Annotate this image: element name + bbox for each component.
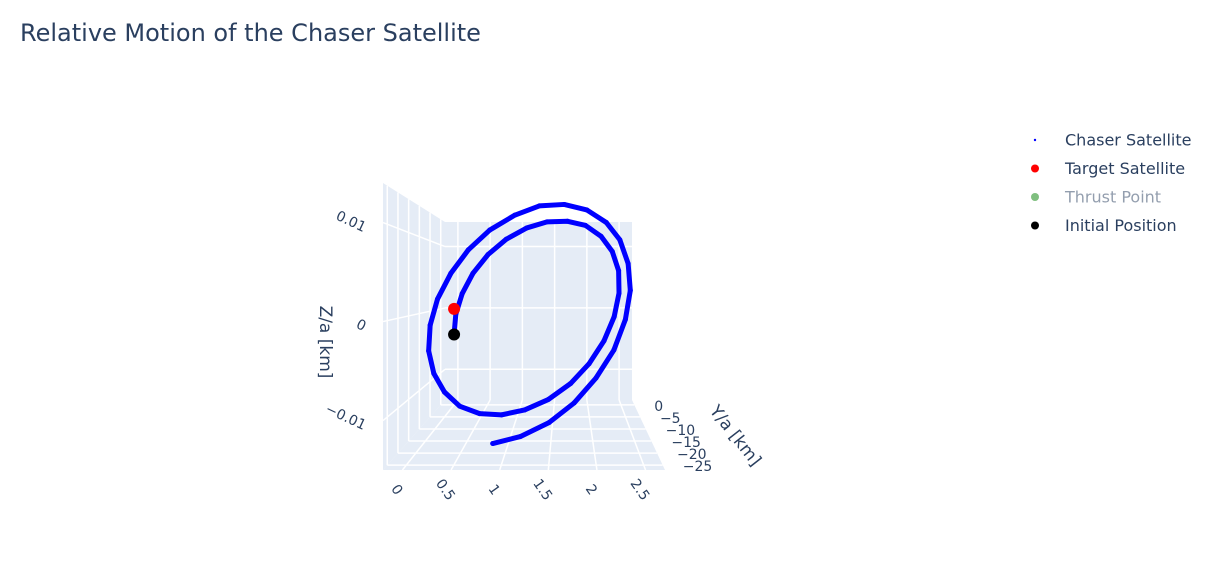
trajectory-point	[487, 227, 493, 233]
trajectory-point	[616, 290, 622, 296]
z-axis-title: Z/a [km]	[315, 306, 335, 379]
legend: Chaser Satellite Target Satellite Thrust P…	[1031, 131, 1192, 235]
grid-line	[586, 399, 598, 471]
trajectory-point	[609, 249, 615, 255]
trajectory-point	[593, 375, 599, 381]
trajectory-point	[536, 203, 542, 209]
trajectory-point	[584, 207, 590, 213]
trajectory-point	[465, 247, 471, 253]
satellite-marker	[448, 328, 461, 341]
z-tick-label: −0.01	[323, 401, 369, 434]
trajectory-point	[622, 317, 628, 323]
trajectory-point	[426, 348, 432, 354]
trajectory-point	[431, 371, 437, 377]
back-wall	[445, 222, 632, 400]
trajectory-point	[477, 411, 483, 417]
trajectory-point	[490, 441, 496, 447]
trajectory-point	[441, 389, 447, 395]
x-tick-label: 1.5	[529, 476, 555, 503]
legend-marker	[1031, 193, 1039, 201]
trajectory-point	[571, 400, 577, 406]
trajectory-point	[617, 237, 623, 243]
x-tick-label: 0	[387, 482, 405, 498]
x-axis-title: X/a [km]	[474, 517, 547, 537]
trajectory-point	[598, 233, 604, 239]
trajectory-point	[583, 222, 589, 228]
legend-marker	[1031, 221, 1039, 230]
scene: 0 0.5 1 1.5 2 2.50−5−10−15−20−25−0.0100.01Z/a…	[315, 183, 765, 537]
y-tick-label: −5	[660, 411, 681, 427]
y-tick-label: −10	[666, 423, 696, 439]
trajectory-point	[459, 291, 465, 297]
trajectory-point	[485, 252, 491, 258]
grid-line	[618, 399, 647, 471]
trajectory-point	[616, 268, 622, 274]
trajectory-point	[524, 225, 530, 231]
trajectory-point	[625, 261, 631, 267]
grid-line	[382, 221, 446, 248]
y-tick-label: −25	[683, 459, 713, 475]
chart-title: Relative Motion of the Chaser Satellite	[20, 19, 481, 47]
trajectory-point	[470, 270, 476, 276]
trajectory-point	[546, 419, 552, 425]
trajectory-line	[426, 201, 633, 447]
trajectory-point	[603, 219, 609, 225]
trajectory-point	[544, 219, 550, 225]
trajectory-point	[611, 314, 617, 320]
trajectory-point	[611, 347, 617, 353]
legend-marker	[1033, 138, 1037, 142]
trajectory-point	[517, 434, 523, 440]
trajectory-point	[627, 287, 633, 293]
trajectory-point	[503, 236, 509, 242]
trajectory-point	[457, 403, 463, 409]
trajectory-point	[561, 201, 567, 207]
y-tick-label: 0	[654, 399, 663, 415]
legend-marker	[1031, 164, 1039, 173]
trajectory-point	[448, 270, 454, 276]
y-tick-label: −15	[671, 435, 701, 451]
trajectory-point	[512, 212, 518, 218]
grid-line	[547, 399, 556, 471]
z-tick-label: 0	[354, 317, 369, 335]
x-tick-label: 0.5	[432, 476, 458, 503]
trajectory-point	[586, 361, 592, 367]
trajectory-point	[545, 397, 551, 403]
z-tick-label: 0.01	[333, 208, 368, 236]
grid-line	[401, 399, 459, 471]
legend-label: Chaser Satellite	[1065, 131, 1192, 150]
x-tick-label: 1	[485, 482, 503, 498]
satellite-marker	[448, 302, 461, 315]
trajectory-point	[568, 380, 574, 386]
trajectory-point	[601, 338, 607, 344]
y-axis-title: Y/a [km]	[704, 401, 764, 471]
y-tick-label: −20	[677, 447, 707, 463]
trajectory-point	[427, 322, 433, 328]
legend-label: Initial Position	[1065, 216, 1177, 235]
trajectory-point	[435, 296, 441, 302]
legend-label: Target Satellite	[1064, 159, 1185, 178]
x-tick-label: 2.5	[627, 476, 653, 503]
trajectory-point	[522, 407, 528, 413]
trajectory-point	[565, 218, 571, 224]
trajectory-point	[499, 412, 505, 418]
x-tick-label: 2	[582, 482, 600, 498]
legend-label: Thrust Point	[1064, 188, 1161, 207]
